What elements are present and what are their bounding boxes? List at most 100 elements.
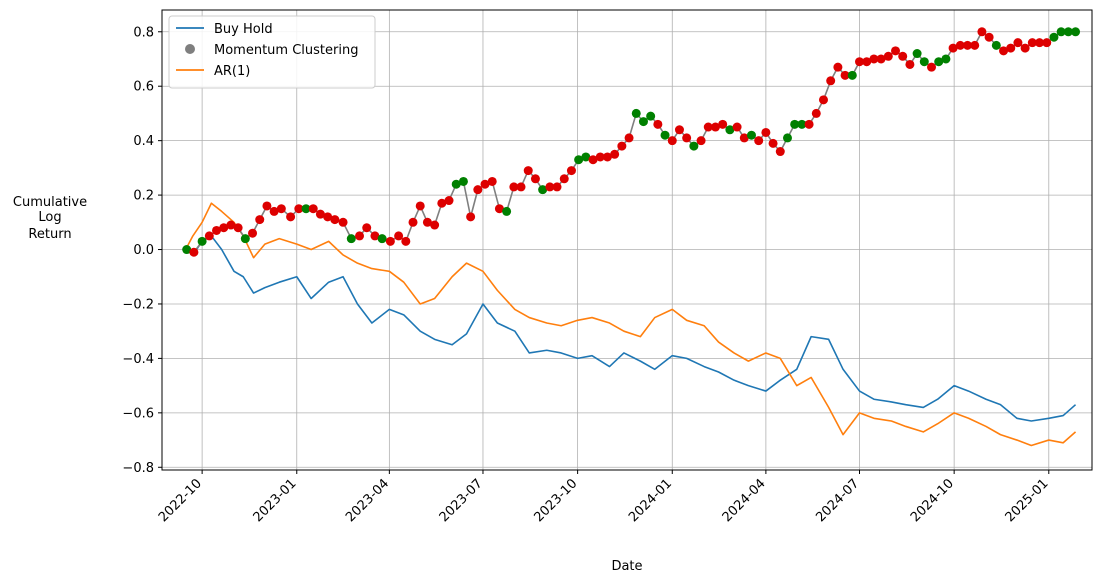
momentum-point-up xyxy=(941,54,951,64)
y-tick-label: 0.4 xyxy=(133,134,154,149)
momentum-point-down xyxy=(898,51,908,61)
momentum-point-down xyxy=(466,212,476,222)
y-tick-label: −0.4 xyxy=(122,352,154,367)
momentum-point-down xyxy=(559,174,569,184)
momentum-point-down xyxy=(494,204,504,214)
plot-frame xyxy=(161,9,1093,471)
y-axis: −0.8 −0.6 −0.4 −0.2 0.0 0.2 0.4 0.6 0.8 xyxy=(122,25,162,476)
momentum-point-down xyxy=(876,54,886,64)
momentum-point-down xyxy=(323,212,333,222)
momentum-point-up xyxy=(458,176,468,186)
momentum-point-down xyxy=(204,231,214,241)
momentum-point-down xyxy=(401,236,411,246)
momentum-point-down xyxy=(948,43,958,53)
momentum-point-up xyxy=(346,234,356,244)
momentum-point-up xyxy=(689,141,699,151)
momentum-point-down xyxy=(963,40,973,50)
momentum-point-down xyxy=(219,223,229,233)
momentum-point-down xyxy=(338,217,348,227)
y-tick-label: 0.8 xyxy=(133,25,154,40)
momentum-point-down xyxy=(804,119,814,129)
momentum-point-down xyxy=(739,133,749,143)
momentum-point-up xyxy=(301,204,311,214)
momentum-point-down xyxy=(862,57,872,67)
momentum-point-up xyxy=(1049,32,1059,42)
y-tick-label: 0.2 xyxy=(133,189,154,204)
momentum-point-down xyxy=(818,95,828,105)
momentum-point-down xyxy=(718,119,728,129)
momentum-point-down xyxy=(1035,38,1045,48)
momentum-point-up xyxy=(660,130,670,140)
momentum-point-down xyxy=(855,57,864,67)
momentum-point-down xyxy=(955,40,965,50)
momentum-point-up xyxy=(502,206,512,216)
momentum-point-down xyxy=(970,40,980,50)
legend-momentum-label: Momentum Clustering xyxy=(214,43,358,58)
momentum-point-up xyxy=(240,234,250,244)
momentum-point-up xyxy=(725,125,735,135)
momentum-point-up xyxy=(638,117,648,127)
momentum-point-down xyxy=(1006,43,1016,53)
buy-hold-line xyxy=(185,235,1077,422)
y-axis-label-line-3: Return xyxy=(28,227,71,242)
momentum-point-up xyxy=(197,236,207,246)
momentum-point-up xyxy=(934,57,944,67)
momentum-point-down xyxy=(588,155,598,165)
momentum-point-down xyxy=(653,119,663,129)
momentum-point-up xyxy=(847,70,857,80)
legend-box xyxy=(168,15,376,89)
momentum-point-down xyxy=(610,149,620,159)
momentum-point-up xyxy=(797,119,807,129)
momentum-point-down xyxy=(226,220,236,230)
y-tick-label: 0.6 xyxy=(133,80,154,95)
y-tick-label: −0.8 xyxy=(122,461,154,476)
ar1-line xyxy=(184,202,1077,447)
momentum-point-down xyxy=(617,141,627,151)
momentum-point-down xyxy=(362,223,372,233)
momentum-point-down xyxy=(703,122,713,132)
momentum-point-up xyxy=(991,40,1001,50)
momentum-point-down xyxy=(233,223,243,233)
momentum-point-up xyxy=(790,119,800,129)
momentum-point-down xyxy=(595,152,605,162)
x-axis-label: Date xyxy=(611,559,642,574)
momentum-point-down xyxy=(189,247,199,257)
momentum-point-up xyxy=(451,179,461,189)
momentum-point-down xyxy=(444,196,454,206)
y-tick-label: −0.6 xyxy=(122,406,154,421)
momentum-point-down xyxy=(826,76,836,86)
momentum-point-down xyxy=(768,138,778,148)
momentum-point-down xyxy=(212,225,222,235)
momentum-point-down xyxy=(422,217,432,227)
momentum-point-down xyxy=(732,122,742,132)
momentum-point-down xyxy=(487,176,497,186)
momentum-point-down xyxy=(370,231,380,241)
momentum-point-down xyxy=(602,152,612,162)
momentum-point-up xyxy=(581,152,591,162)
momentum-point-up xyxy=(631,108,641,118)
momentum-point-down xyxy=(891,46,901,56)
momentum-point-down xyxy=(385,236,395,246)
legend-momentum-swatch xyxy=(185,44,195,54)
momentum-point-down xyxy=(905,59,915,69)
momentum-point-down xyxy=(869,54,879,64)
momentum-point-down xyxy=(308,204,318,214)
momentum-point-down xyxy=(1042,38,1052,48)
momentum-point-up xyxy=(1071,27,1081,37)
momentum-point-down xyxy=(286,212,296,222)
plot-series xyxy=(182,27,1081,447)
momentum-point-up xyxy=(1063,27,1073,37)
momentum-point-down xyxy=(255,215,265,225)
momentum-point-down xyxy=(840,70,850,80)
momentum-point-down xyxy=(1020,43,1030,53)
y-axis-label-line-1: Cumulative xyxy=(13,195,87,210)
momentum-point-down xyxy=(977,27,987,37)
momentum-point-down xyxy=(294,204,304,214)
momentum-point-down xyxy=(754,136,764,146)
momentum-point-down xyxy=(710,122,720,132)
momentum-point-down xyxy=(833,62,843,72)
momentum-point-down xyxy=(355,231,365,241)
momentum-point-up xyxy=(646,111,656,121)
momentum-point-down xyxy=(480,179,490,189)
